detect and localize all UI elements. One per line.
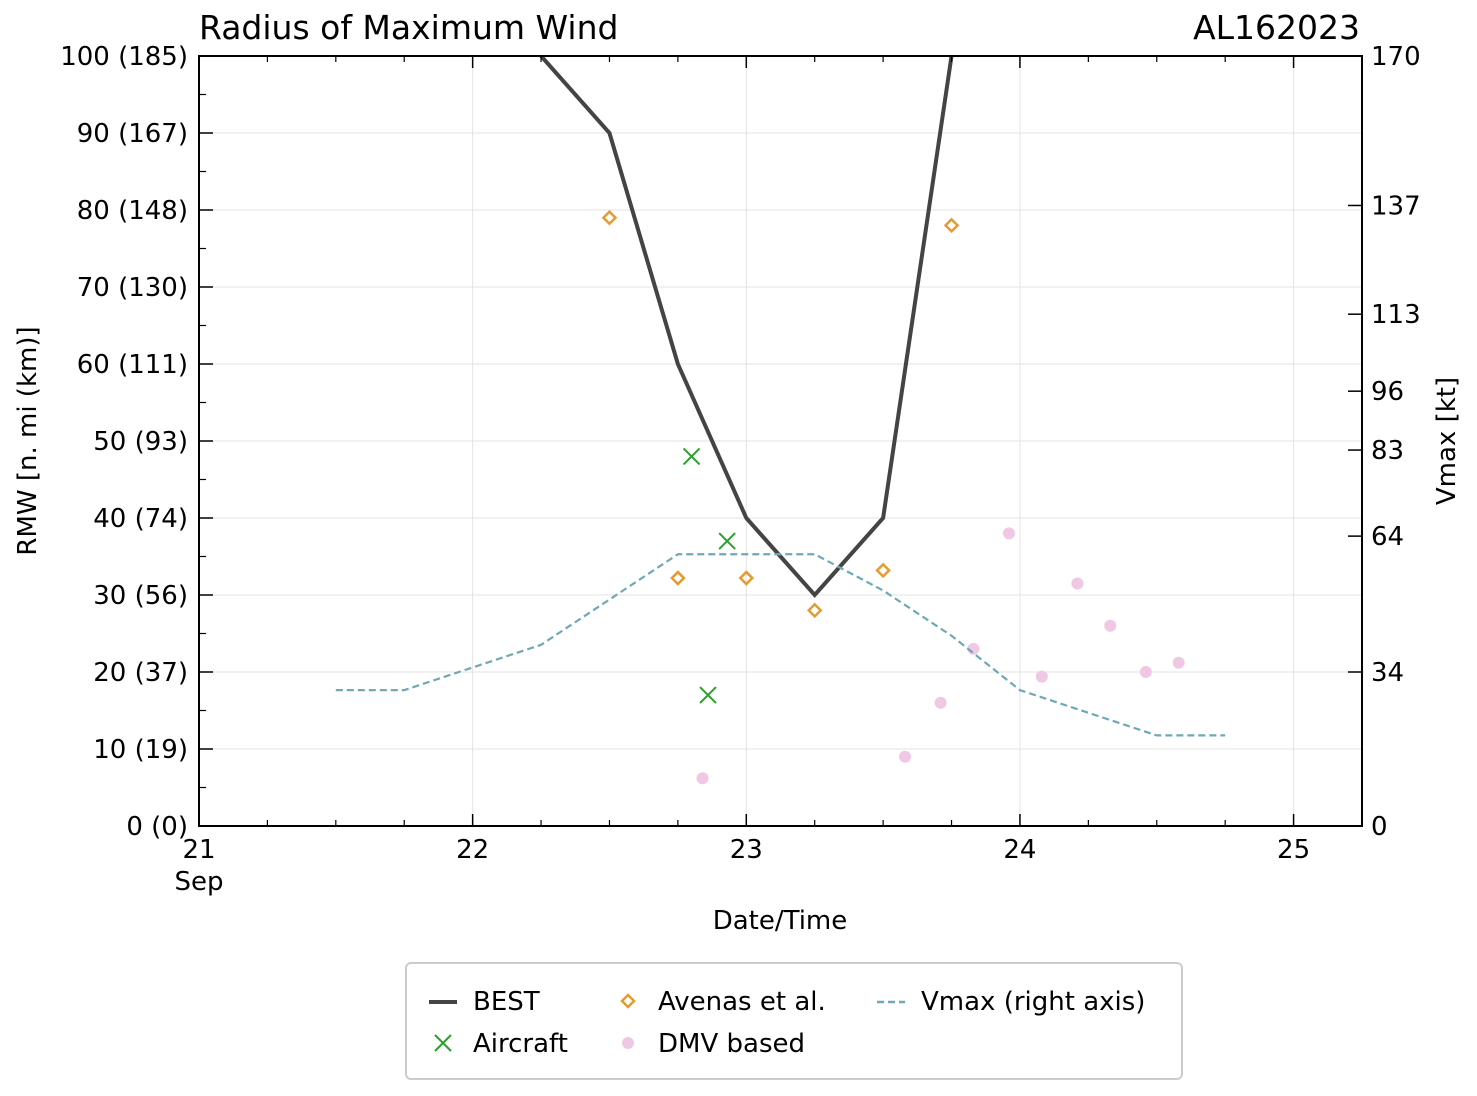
dot-marker-icon [622, 1037, 634, 1049]
y2-tick-label: 83 [1371, 436, 1404, 466]
storm-id-label: AL162023 [1193, 8, 1360, 47]
y2-tick-label: 96 [1371, 377, 1404, 407]
legend-item-aircraft: Aircraft [427, 1026, 568, 1062]
dmv-point [1104, 619, 1117, 632]
legend-label-avenas: Avenas et al. [658, 987, 826, 1017]
legend-label-best: BEST [473, 987, 540, 1017]
series-best-line [539, 56, 954, 599]
dmv-point [899, 750, 912, 763]
aircraft-point [718, 532, 736, 550]
avenas-point [601, 209, 618, 226]
x-tick-label: 25 [1277, 835, 1310, 865]
y-tick-label: 60 (111) [77, 350, 188, 380]
dmv-point [696, 772, 709, 785]
diamond-marker-icon [620, 993, 636, 1009]
legend-item-best: BEST [427, 984, 540, 1020]
series-layer [335, 56, 1226, 785]
y2-tick-label: 64 [1371, 522, 1404, 552]
x-tick-label: 22 [456, 835, 489, 865]
y2-tick-label: 113 [1371, 300, 1421, 330]
aircraft-point [682, 447, 701, 466]
avenas-point [943, 217, 960, 234]
y-tick-label: 10 (19) [93, 735, 188, 765]
x-axis-label: Date/Time [713, 906, 848, 936]
avenas-point [738, 570, 755, 586]
y-tick-label: 90 (167) [77, 119, 188, 149]
x-tick-label: 21 [182, 835, 215, 865]
x-tick-label: 24 [1003, 835, 1036, 865]
legend-item-avenas: Avenas et al. [612, 984, 826, 1020]
x-tick-sublabel: Sep [174, 867, 223, 897]
legend-item-vmax: Vmax (right axis) [875, 984, 1145, 1020]
dmv-point [1139, 666, 1152, 678]
avenas-point [670, 570, 686, 586]
y-tick-label: 70 (130) [77, 273, 188, 303]
dmv-point [1071, 577, 1084, 590]
y2-tick-label: 0 [1371, 812, 1388, 842]
dashed-line-swatch-icon [877, 1000, 905, 1004]
legend: BEST Aircraft Avenas et al. DMV based Vm… [405, 962, 1183, 1080]
avenas-point [806, 602, 823, 619]
avenas-point [875, 562, 891, 579]
line-swatch-icon [429, 1000, 457, 1004]
x-marker-icon [434, 1034, 452, 1052]
y-tick-label: 40 (74) [93, 504, 188, 534]
dmv-point [1035, 670, 1048, 683]
y2-tick-label: 170 [1371, 42, 1421, 72]
grid [198, 55, 1362, 827]
y2-tick-label: 34 [1371, 658, 1404, 688]
dmv-point [934, 696, 947, 709]
legend-label-vmax: Vmax (right axis) [921, 987, 1146, 1017]
legend-label-dmv: DMV based [658, 1029, 805, 1059]
y-tick-label: 80 (148) [77, 196, 188, 226]
y2-axis-label: Vmax [kt] [1432, 377, 1462, 505]
aircraft-point [699, 686, 717, 704]
dmv-point [1172, 656, 1185, 669]
y2-tick-label: 137 [1371, 191, 1421, 221]
dmv-point [1002, 527, 1015, 540]
y-axis-label: RMW [n. mi (km)] [13, 326, 43, 555]
legend-label-aircraft: Aircraft [473, 1029, 568, 1059]
y-tick-label: 30 (56) [93, 581, 188, 611]
y-tick-label: 0 (0) [126, 812, 188, 842]
y-tick-label: 50 (93) [93, 427, 188, 457]
chart-title: Radius of Maximum Wind [199, 8, 618, 47]
series-vmax-right-axis-line [335, 553, 1226, 737]
y-tick-label: 20 (37) [93, 658, 188, 688]
legend-item-dmv: DMV based [612, 1026, 805, 1062]
y-tick-label: 100 (185) [60, 42, 188, 72]
x-tick-label: 23 [730, 835, 763, 865]
